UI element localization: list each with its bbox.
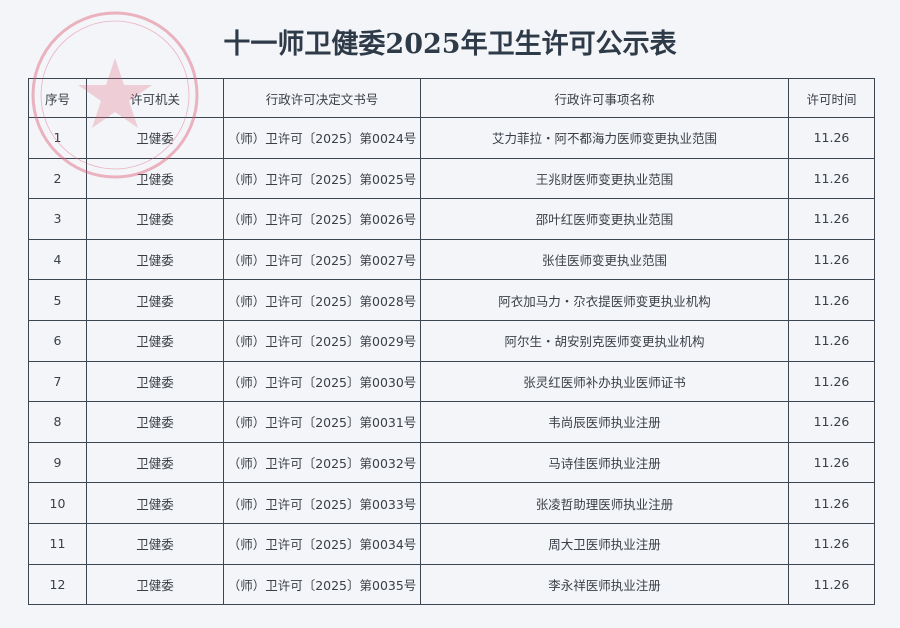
table-row: 3 卫健委 （师）卫许可〔2025〕第0026号 邵叶红医师变更执业范围 11.26	[28, 198, 875, 240]
table-row: 5 卫健委 （师）卫许可〔2025〕第0028号 阿衣加马力・尕衣提医师变更执业机构 1…	[28, 279, 875, 321]
cell-document-number: （师）卫许可〔2025〕第0025号	[223, 157, 421, 200]
table-header-row: 序号 许可机关 行政许可决定文书号 行政许可事项名称 许可时间	[28, 78, 875, 118]
table-row: 12 卫健委 （师）卫许可〔2025〕第0035号 李永祥医师执业注册 11.26	[28, 563, 875, 606]
table-row: 11 卫健委 （师）卫许可〔2025〕第0034号 周大卫医师执业注册 11.26	[28, 522, 875, 565]
cell-item-name: 马诗佳医师执业注册	[420, 441, 789, 484]
table-row: 10 卫健委 （师）卫许可〔2025〕第0033号 张凌哲助理医师执业注册 11.26	[28, 482, 875, 524]
cell-date: 11.26	[788, 238, 875, 281]
cell-document-number: （师）卫许可〔2025〕第0031号	[223, 401, 421, 443]
cell-item-name: 王兆财医师变更执业范围	[420, 157, 789, 200]
cell-index: 6	[28, 319, 87, 362]
table-row: 8 卫健委 （师）卫许可〔2025〕第0031号 韦尚辰医师执业注册 11.26	[28, 401, 875, 443]
cell-document-number: （师）卫许可〔2025〕第0034号	[223, 522, 421, 565]
cell-item-name: 张佳医师变更执业范围	[420, 238, 789, 281]
cell-item-name: 阿衣加马力・尕衣提医师变更执业机构	[420, 279, 789, 321]
cell-item-name: 张凌哲助理医师执业注册	[420, 482, 789, 524]
cell-index: 11	[28, 522, 87, 565]
cell-index: 10	[28, 482, 87, 524]
cell-authority: 卫健委	[86, 238, 224, 281]
table-row: 1 卫健委 （师）卫许可〔2025〕第0024号 艾力菲拉・阿不都海力医师变更执业范围…	[28, 117, 875, 159]
cell-document-number: （师）卫许可〔2025〕第0024号	[223, 117, 421, 159]
cell-document-number: （师）卫许可〔2025〕第0026号	[223, 198, 421, 240]
cell-document-number: （师）卫许可〔2025〕第0027号	[223, 238, 421, 281]
cell-index: 8	[28, 401, 87, 443]
cell-item-name: 周大卫医师执业注册	[420, 522, 789, 565]
cell-document-number: （师）卫许可〔2025〕第0033号	[223, 482, 421, 524]
table-row: 2 卫健委 （师）卫许可〔2025〕第0025号 王兆财医师变更执业范围 11.26	[28, 157, 875, 200]
cell-item-name: 艾力菲拉・阿不都海力医师变更执业范围	[420, 117, 789, 159]
cell-index: 3	[28, 198, 87, 240]
cell-index: 5	[28, 279, 87, 321]
cell-authority: 卫健委	[86, 482, 224, 524]
cell-date: 11.26	[788, 522, 875, 565]
cell-authority: 卫健委	[86, 563, 224, 606]
header-authority: 许可机关	[86, 78, 224, 118]
cell-index: 1	[28, 117, 87, 159]
cell-authority: 卫健委	[86, 360, 224, 403]
cell-item-name: 李永祥医师执业注册	[420, 563, 789, 606]
table-row: 9 卫健委 （师）卫许可〔2025〕第0032号 马诗佳医师执业注册 11.26	[28, 441, 875, 484]
table-row: 4 卫健委 （师）卫许可〔2025〕第0027号 张佳医师变更执业范围 11.26	[28, 238, 875, 281]
cell-index: 12	[28, 563, 87, 606]
cell-index: 7	[28, 360, 87, 403]
cell-item-name: 阿尔生・胡安别克医师变更执业机构	[420, 319, 789, 362]
cell-authority: 卫健委	[86, 279, 224, 321]
cell-date: 11.26	[788, 319, 875, 362]
cell-item-name: 张灵红医师补办执业医师证书	[420, 360, 789, 403]
cell-date: 11.26	[788, 482, 875, 524]
header-document-number: 行政许可决定文书号	[223, 78, 421, 118]
cell-document-number: （师）卫许可〔2025〕第0028号	[223, 279, 421, 321]
header-date: 许可时间	[788, 78, 875, 118]
cell-date: 11.26	[788, 563, 875, 606]
table-row: 6 卫健委 （师）卫许可〔2025〕第0029号 阿尔生・胡安别克医师变更执业机构 11…	[28, 319, 875, 362]
header-index: 序号	[28, 78, 87, 118]
cell-authority: 卫健委	[86, 401, 224, 443]
cell-authority: 卫健委	[86, 441, 224, 484]
cell-document-number: （师）卫许可〔2025〕第0035号	[223, 563, 421, 606]
permit-table: 序号 许可机关 行政许可决定文书号 行政许可事项名称 许可时间 1 卫健委 （师）卫…	[28, 78, 875, 606]
cell-date: 11.26	[788, 441, 875, 484]
cell-authority: 卫健委	[86, 522, 224, 565]
cell-document-number: （师）卫许可〔2025〕第0029号	[223, 319, 421, 362]
cell-date: 11.26	[788, 279, 875, 321]
cell-date: 11.26	[788, 198, 875, 240]
cell-authority: 卫健委	[86, 117, 224, 159]
cell-date: 11.26	[788, 157, 875, 200]
cell-item-name: 韦尚辰医师执业注册	[420, 401, 789, 443]
cell-document-number: （师）卫许可〔2025〕第0030号	[223, 360, 421, 403]
document-title: 十一师卫健委2025年卫生许可公示表	[223, 29, 677, 60]
cell-document-number: （师）卫许可〔2025〕第0032号	[223, 441, 421, 484]
table-row: 7 卫健委 （师）卫许可〔2025〕第0030号 张灵红医师补办执业医师证书 11.26	[28, 360, 875, 403]
cell-authority: 卫健委	[86, 157, 224, 200]
cell-index: 2	[28, 157, 87, 200]
cell-date: 11.26	[788, 401, 875, 443]
cell-authority: 卫健委	[86, 319, 224, 362]
cell-authority: 卫健委	[86, 198, 224, 240]
header-item-name: 行政许可事项名称	[420, 78, 789, 118]
cell-date: 11.26	[788, 117, 875, 159]
cell-item-name: 邵叶红医师变更执业范围	[420, 198, 789, 240]
cell-index: 9	[28, 441, 87, 484]
cell-index: 4	[28, 238, 87, 281]
cell-date: 11.26	[788, 360, 875, 403]
